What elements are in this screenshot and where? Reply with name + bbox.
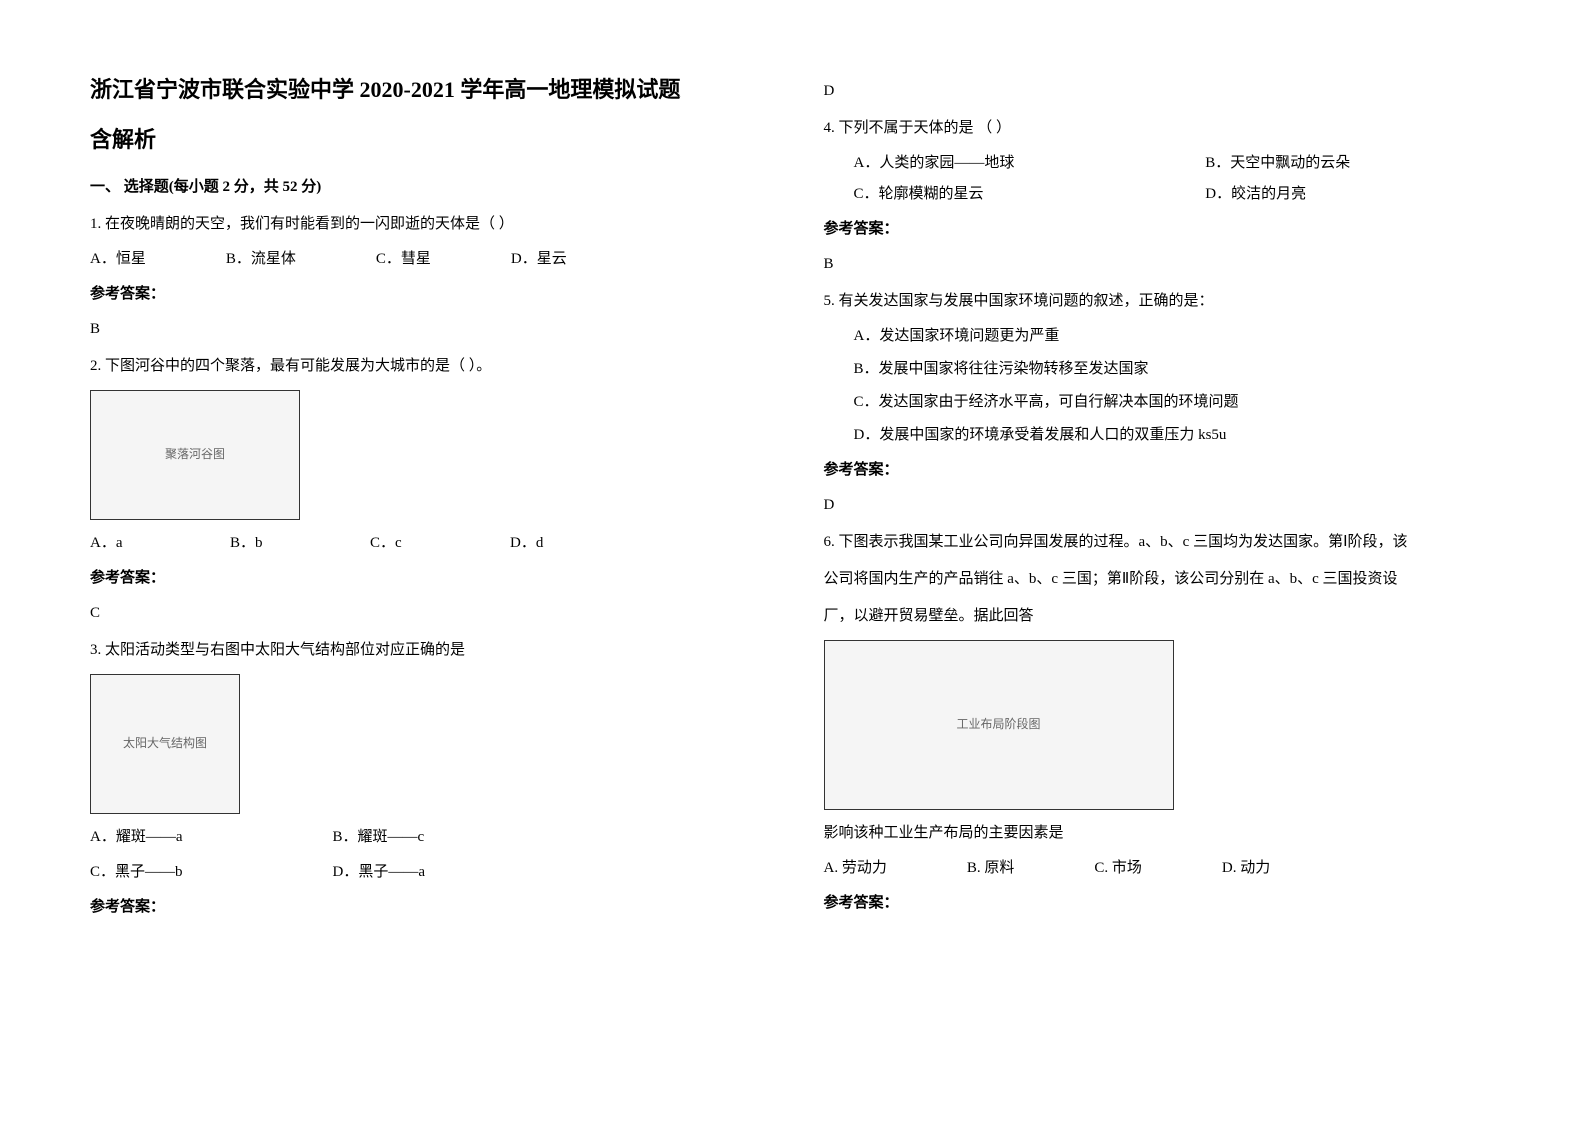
- q2-answer-label: 参考答案：: [90, 565, 764, 592]
- q6-option-d: D. 动力: [1222, 855, 1270, 882]
- question-2-options: A．a B．b C．c D．d: [90, 530, 764, 557]
- q6-option-a: A. 劳动力: [824, 855, 887, 882]
- q3-option-a: A．耀斑——a: [90, 824, 183, 851]
- q2-option-a: A．a: [90, 530, 190, 557]
- question-6-text-3: 厂，以避开贸易壁垒。据此回答: [824, 603, 1498, 630]
- question-6-text-1: 6. 下图表示我国某工业公司向异国发展的过程。a、b、c 三国均为发达国家。第Ⅰ…: [824, 529, 1498, 556]
- question-4-options: A．人类的家园——地球 B．天空中飘动的云朵 C．轮廓模糊的星云 D．皎洁的月亮: [854, 150, 1498, 208]
- question-6-subq: 影响该种工业生产布局的主要因素是: [824, 820, 1498, 847]
- exam-title-line2: 含解析: [90, 120, 764, 160]
- q5-option-c: C．发达国家由于经济水平高，可自行解决本国的环境问题: [824, 389, 1498, 416]
- q3-option-d: D．黑子——a: [333, 859, 426, 886]
- question-1-text: 1. 在夜晚晴朗的天空，我们有时能看到的一闪即逝的天体是（ ）: [90, 211, 764, 238]
- question-1-options: A．恒星 B．流星体 C．彗星 D．星云: [90, 246, 764, 273]
- q4-option-a: A．人类的家园——地球: [854, 150, 1146, 177]
- q4-answer-label: 参考答案：: [824, 216, 1498, 243]
- q5-option-b: B．发展中国家将往往污染物转移至发达国家: [824, 356, 1498, 383]
- question-3-text: 3. 太阳活动类型与右图中太阳大气结构部位对应正确的是: [90, 637, 764, 664]
- q5-option-a: A．发达国家环境问题更为严重: [824, 323, 1498, 350]
- q3-answer-label: 参考答案：: [90, 894, 764, 921]
- question-6-options: A. 劳动力 B. 原料 C. 市场 D. 动力: [824, 855, 1498, 882]
- q1-answer: B: [90, 316, 764, 343]
- q1-option-b: B．流星体: [226, 246, 296, 273]
- q1-answer-label: 参考答案：: [90, 281, 764, 308]
- question-5-text: 5. 有关发达国家与发展中国家环境问题的叙述，正确的是：: [824, 288, 1498, 315]
- left-column: 浙江省宁波市联合实验中学 2020-2021 学年高一地理模拟试题 含解析 一、…: [90, 70, 764, 1052]
- q6-answer-label: 参考答案：: [824, 890, 1498, 917]
- q5-answer: D: [824, 492, 1498, 519]
- question-4-text: 4. 下列不属于天体的是 （ ）: [824, 115, 1498, 142]
- q3-option-c: C．黑子——b: [90, 859, 183, 886]
- q4-option-b: B．天空中飘动的云朵: [1205, 150, 1497, 177]
- section-1-header: 一、 选择题(每小题 2 分，共 52 分): [90, 174, 764, 201]
- q1-option-d: D．星云: [511, 246, 567, 273]
- question-3-options-row1: A．耀斑——a B．耀斑——c: [90, 824, 764, 851]
- q6-option-c: C. 市场: [1094, 855, 1142, 882]
- question-3-options-row2: C．黑子——b D．黑子——a: [90, 859, 764, 886]
- q2-diagram: 聚落河谷图: [90, 390, 300, 520]
- q5-answer-label: 参考答案：: [824, 457, 1498, 484]
- q5-option-d: D．发展中国家的环境承受着发展和人口的双重压力 ks5u: [824, 422, 1498, 449]
- question-2-text: 2. 下图河谷中的四个聚落，最有可能发展为大城市的是（ ）。: [90, 353, 764, 380]
- q2-option-d: D．d: [510, 530, 610, 557]
- q6-diagram: 工业布局阶段图: [824, 640, 1174, 810]
- right-column: D 4. 下列不属于天体的是 （ ） A．人类的家园——地球 B．天空中飘动的云…: [824, 70, 1498, 1052]
- q1-option-c: C．彗星: [376, 246, 431, 273]
- exam-title-line1: 浙江省宁波市联合实验中学 2020-2021 学年高一地理模拟试题: [90, 70, 764, 110]
- question-6-text-2: 公司将国内生产的产品销往 a、b、c 三国；第Ⅱ阶段，该公司分别在 a、b、c …: [824, 566, 1498, 593]
- q4-option-c: C．轮廓模糊的星云: [854, 181, 1146, 208]
- q2-option-b: B．b: [230, 530, 330, 557]
- q2-option-c: C．c: [370, 530, 470, 557]
- q4-option-d: D．皎洁的月亮: [1205, 181, 1497, 208]
- q4-answer: B: [824, 251, 1498, 278]
- q6-option-b: B. 原料: [967, 855, 1015, 882]
- q3-answer: D: [824, 78, 1498, 105]
- q1-option-a: A．恒星: [90, 246, 146, 273]
- q3-diagram: 太阳大气结构图: [90, 674, 240, 814]
- q3-option-b: B．耀斑——c: [333, 824, 425, 851]
- q2-answer: C: [90, 600, 764, 627]
